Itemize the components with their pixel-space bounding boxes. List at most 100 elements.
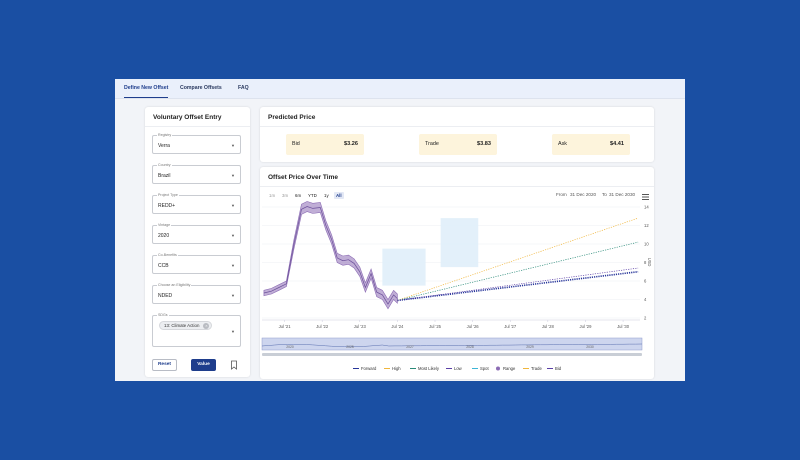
- value-button[interactable]: Value: [191, 359, 216, 371]
- legend-item-range: Range: [503, 366, 516, 371]
- bookmark-icon[interactable]: [229, 359, 239, 371]
- x-tick-label: Jul '26: [467, 324, 480, 329]
- y-tick-label: 12: [644, 223, 649, 228]
- bid-label: Bid: [292, 141, 300, 147]
- divider: [260, 126, 654, 127]
- range-button-3m[interactable]: 3m: [282, 193, 289, 198]
- price-chart[interactable]: 2 4 6 8 10 12 14 USD Jul '21 Jul '22 Jul '23 Jul '2…: [260, 167, 654, 379]
- y-tick-label: 4: [644, 297, 647, 302]
- field-label: Country: [157, 163, 172, 167]
- country-select[interactable]: Country Brazil ▼: [152, 163, 241, 184]
- caret-down-icon: ▼: [231, 263, 235, 268]
- chip-label: 13: Climate Action: [164, 323, 200, 328]
- legend-item-trade: Trade: [531, 366, 542, 371]
- caret-down-icon: ▼: [231, 329, 235, 334]
- registry-select[interactable]: Registry Verra ▼: [152, 133, 241, 154]
- chip-remove-icon[interactable]: ×: [203, 323, 210, 329]
- x-tick-label: Jul '30: [617, 324, 630, 329]
- offset-price-chart-panel: Offset Price Over Time 1m 3m 6m YTD 1y A…: [260, 167, 654, 379]
- field-value: CCB: [158, 263, 169, 269]
- trade-box: Trade $3.83: [419, 134, 497, 155]
- trade-label: Trade: [425, 141, 439, 147]
- bid-box: Bid $3.26: [286, 134, 364, 155]
- co-benefits-select[interactable]: Co-Benefits CCB ▼: [152, 253, 241, 274]
- trade-value: $3.83: [477, 141, 491, 147]
- legend-item-spot: Spot: [480, 366, 489, 371]
- legend-item-low: Low: [454, 366, 463, 371]
- navigator-label: 2025: [346, 345, 354, 349]
- ask-box: Ask $4.41: [552, 134, 630, 155]
- bid-value: $3.26: [344, 141, 358, 147]
- legend-item-bid: Bid: [555, 366, 562, 371]
- x-tick-label: Jul '28: [542, 324, 555, 329]
- from-date[interactable]: 31 Dec 2020: [570, 192, 597, 197]
- sdgs-select[interactable]: SDGs 13: Climate Action × ▼: [152, 313, 241, 347]
- navigator-label: 2027: [406, 345, 414, 349]
- field-value: NDED: [158, 293, 173, 299]
- menu-icon[interactable]: [642, 194, 649, 200]
- range-button-1y[interactable]: 1y: [324, 193, 329, 198]
- legend-item-high: High: [392, 366, 401, 371]
- range-button-6m[interactable]: 6m: [295, 193, 302, 198]
- series-line-most-likely: [397, 241, 639, 301]
- x-tick-label: Jul '22: [316, 324, 329, 329]
- eligibility-select[interactable]: Choose an Eligibility NDED ▼: [152, 283, 241, 304]
- x-tick-label: Jul '27: [504, 324, 517, 329]
- x-tick-label: Jul '21: [279, 324, 292, 329]
- navigator-label: 2028: [466, 345, 474, 349]
- reset-button[interactable]: Reset: [152, 359, 177, 371]
- ask-value: $4.41: [610, 141, 624, 147]
- legend-item-range-swatch: [496, 366, 500, 371]
- range-button-all[interactable]: All: [334, 192, 344, 199]
- vintage-select[interactable]: Vintage 2020 ▼: [152, 223, 241, 244]
- field-value: REDD+: [158, 203, 176, 209]
- field-label: Vintage: [157, 223, 172, 227]
- x-tick-label: Jul '24: [391, 324, 404, 329]
- caret-down-icon: ▼: [231, 173, 235, 178]
- navigator-label: 2029: [526, 345, 534, 349]
- tab-compare-offsets[interactable]: Compare Offsets: [180, 85, 222, 91]
- y-tick-label: 14: [644, 205, 649, 210]
- y-tick-label: 2: [644, 316, 647, 321]
- field-label: Registry: [157, 133, 173, 137]
- voluntary-offset-entry-panel: Voluntary Offset Entry Registry Verra ▼ …: [145, 107, 250, 377]
- navigator-window: [261, 337, 643, 351]
- y-tick-label: 8: [644, 260, 647, 265]
- caret-down-icon: ▼: [231, 293, 235, 298]
- chart-title: Offset Price Over Time: [268, 174, 338, 181]
- range-button-1m[interactable]: 1m: [269, 193, 276, 198]
- from-label: From: [556, 192, 567, 197]
- top-navigation: Define New Offset Compare Offsets FAQ: [115, 79, 685, 99]
- ask-label: Ask: [558, 141, 567, 147]
- legend-item-most-likely: Most Likely: [418, 366, 440, 371]
- predicted-title: Predicted Price: [268, 114, 316, 121]
- x-tick-label: Jul '23: [354, 324, 367, 329]
- sdg-chip[interactable]: 13: Climate Action ×: [159, 321, 213, 330]
- tab-define-new-offset[interactable]: Define New Offset: [124, 85, 169, 98]
- series-line-high: [397, 217, 639, 301]
- range-series-line: [263, 206, 398, 305]
- x-tick-label: Jul '29: [579, 324, 592, 329]
- series-line-low: [397, 267, 639, 301]
- x-tick-label: Jul '25: [429, 324, 442, 329]
- y-tick-label: 10: [644, 242, 649, 247]
- navigator-label: 2030: [586, 345, 594, 349]
- predicted-price-panel: Predicted Price Bid $3.26 Trade $3.83 As…: [260, 107, 654, 162]
- forecast-band: [382, 248, 426, 286]
- forecast-band: [440, 218, 479, 268]
- legend-item-forward: Forward: [361, 366, 377, 371]
- field-label: Co-Benefits: [157, 253, 178, 257]
- field-value: 2020: [158, 233, 170, 239]
- field-value: Verra: [158, 143, 170, 149]
- entry-title: Voluntary Offset Entry: [153, 114, 222, 121]
- project-type-select[interactable]: Project Type REDD+ ▼: [152, 193, 241, 214]
- tab-faq[interactable]: FAQ: [238, 85, 249, 91]
- y-axis-label: USD: [647, 258, 652, 267]
- divider: [145, 126, 250, 127]
- field-label: Project Type: [157, 193, 179, 197]
- app-window: Define New Offset Compare Offsets FAQ Vo…: [115, 79, 685, 381]
- range-button-ytd[interactable]: YTD: [308, 193, 317, 198]
- field-label: SDGs: [157, 313, 169, 317]
- to-date[interactable]: 31 Dec 2030: [609, 192, 636, 197]
- field-value: Brazil: [158, 173, 171, 179]
